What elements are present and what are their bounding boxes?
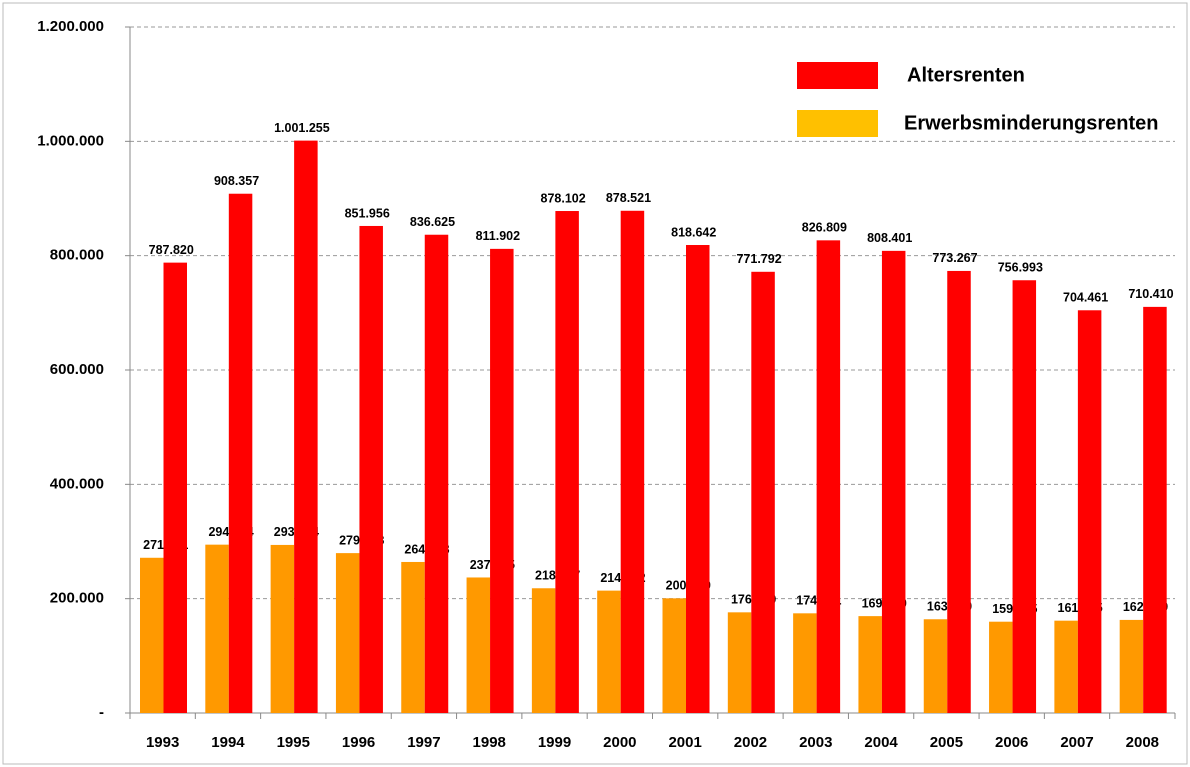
bar <box>335 553 360 713</box>
value-label: 851.956 <box>345 206 390 220</box>
bar <box>228 193 253 713</box>
value-label: 787.820 <box>149 243 194 257</box>
x-tick-label: 1995 <box>277 734 310 751</box>
bar <box>858 616 882 713</box>
bar <box>947 270 971 713</box>
bar <box>881 250 906 714</box>
y-tick-label: 600.000 <box>50 361 104 378</box>
x-tick-label: 1999 <box>538 734 571 751</box>
x-tick-label: 2002 <box>734 734 767 751</box>
x-tick-label: 2001 <box>668 734 701 751</box>
x-tick-label: 2005 <box>930 734 963 751</box>
y-tick-label: 800.000 <box>50 247 104 264</box>
legend-label: Altersrenten <box>907 64 1025 86</box>
bar <box>597 590 621 713</box>
y-tick-label: 200.000 <box>50 590 104 607</box>
bar <box>163 262 187 713</box>
x-tick-label: 2006 <box>995 734 1028 751</box>
bar <box>727 612 752 713</box>
bar <box>686 245 710 714</box>
bar <box>1143 306 1167 713</box>
bar <box>1119 619 1144 713</box>
bar <box>1054 620 1078 713</box>
x-tick-label: 1997 <box>407 734 440 751</box>
x-tick-label: 2008 <box>1126 734 1159 751</box>
value-label: 878.521 <box>606 191 651 205</box>
bar <box>205 544 229 713</box>
y-tick-label: 400.000 <box>50 475 104 492</box>
bar <box>793 613 817 713</box>
value-label: 878.102 <box>541 191 586 205</box>
bar <box>294 140 318 713</box>
bar <box>359 225 383 713</box>
bar <box>140 557 164 713</box>
bar <box>555 211 579 713</box>
bar <box>1012 280 1037 713</box>
value-label: 808.401 <box>867 231 912 245</box>
bar <box>1077 310 1102 713</box>
bar <box>662 598 686 713</box>
bar <box>531 588 556 713</box>
value-label: 826.809 <box>802 221 847 235</box>
x-tick-label: 2004 <box>864 734 898 751</box>
value-label: 1.001.255 <box>274 121 330 135</box>
value-label: 773.267 <box>932 251 977 265</box>
bar <box>751 271 775 713</box>
value-label: 771.792 <box>736 252 781 266</box>
x-tick-label: 2007 <box>1060 734 1093 751</box>
value-label: 908.357 <box>214 174 259 188</box>
legend-label: Erwerbsminderungsrenten <box>904 112 1159 134</box>
x-tick-label: 2000 <box>603 734 636 751</box>
bar <box>424 234 449 713</box>
x-tick-label: 1998 <box>473 734 506 751</box>
bar <box>466 577 491 713</box>
bar <box>816 240 841 713</box>
legend-swatch <box>797 110 878 137</box>
x-tick-label: 1996 <box>342 734 375 751</box>
y-tick-label: 1.200.000 <box>37 18 104 35</box>
y-tick-label: 1.000.000 <box>37 132 104 149</box>
x-tick-label: 2003 <box>799 734 832 751</box>
legend-swatch <box>797 62 878 89</box>
bar <box>620 210 645 714</box>
value-label: 818.642 <box>671 225 716 239</box>
bar <box>490 248 514 714</box>
y-tick-label: - <box>99 704 104 721</box>
value-label: 756.993 <box>998 261 1043 275</box>
value-label: 710.410 <box>1128 287 1173 301</box>
value-label: 704.461 <box>1063 291 1108 305</box>
bar <box>989 621 1013 713</box>
bar <box>401 561 425 713</box>
bar <box>270 544 295 713</box>
value-label: 836.625 <box>410 215 455 229</box>
x-tick-label: 1993 <box>146 734 179 751</box>
x-tick-label: 1994 <box>211 734 245 751</box>
value-label: 811.902 <box>476 229 521 243</box>
bar <box>923 619 948 713</box>
